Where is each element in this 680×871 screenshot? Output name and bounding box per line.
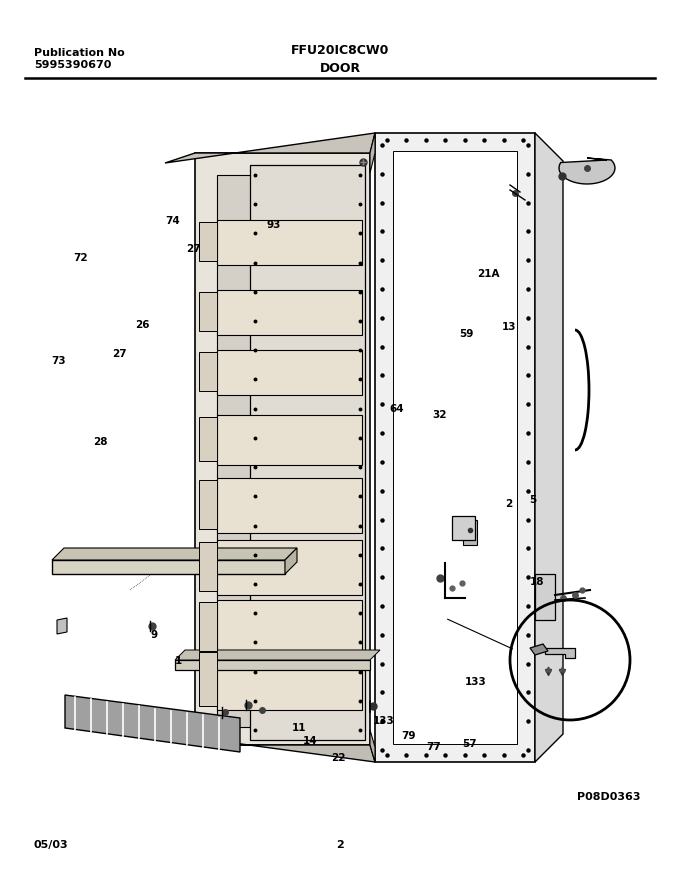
Polygon shape (217, 540, 362, 595)
Polygon shape (530, 644, 548, 655)
Polygon shape (535, 133, 563, 762)
Text: 133: 133 (373, 716, 394, 726)
Polygon shape (463, 520, 477, 545)
Text: 28: 28 (93, 437, 108, 448)
Polygon shape (167, 734, 375, 762)
Polygon shape (195, 153, 370, 745)
Polygon shape (199, 480, 217, 529)
Polygon shape (375, 133, 535, 762)
Text: Publication No: Publication No (34, 48, 124, 58)
Text: 133: 133 (465, 677, 487, 687)
Polygon shape (217, 650, 362, 710)
Text: 73: 73 (51, 356, 66, 367)
Text: 22: 22 (331, 753, 346, 763)
Polygon shape (199, 292, 217, 331)
Polygon shape (175, 660, 370, 670)
Polygon shape (217, 175, 362, 727)
Text: 93: 93 (266, 219, 281, 230)
Text: 77: 77 (426, 742, 441, 753)
Text: 13: 13 (501, 321, 516, 332)
Text: 79: 79 (401, 731, 416, 741)
Text: 11: 11 (292, 723, 307, 733)
Polygon shape (217, 290, 362, 335)
Polygon shape (217, 350, 362, 395)
Polygon shape (165, 133, 375, 163)
Polygon shape (559, 158, 615, 184)
Polygon shape (217, 600, 362, 655)
Text: P08D0363: P08D0363 (577, 792, 640, 802)
Text: 5: 5 (529, 495, 536, 505)
Text: 72: 72 (73, 253, 88, 263)
Polygon shape (393, 151, 517, 744)
Polygon shape (199, 352, 217, 391)
Text: 57: 57 (462, 739, 477, 749)
Polygon shape (199, 602, 217, 651)
Polygon shape (217, 478, 362, 533)
Text: 1: 1 (175, 656, 182, 666)
Text: 27: 27 (112, 349, 126, 360)
Text: FFU20IC8CW0: FFU20IC8CW0 (291, 44, 389, 57)
Polygon shape (175, 650, 380, 660)
Text: 32: 32 (432, 409, 447, 420)
Polygon shape (285, 548, 297, 574)
Polygon shape (370, 133, 375, 173)
Polygon shape (370, 730, 375, 762)
Polygon shape (535, 574, 555, 620)
Polygon shape (452, 516, 475, 540)
Polygon shape (217, 415, 362, 465)
Text: 5995390670: 5995390670 (34, 60, 112, 70)
Polygon shape (217, 220, 362, 265)
Text: 74: 74 (165, 216, 180, 226)
Text: 64: 64 (390, 404, 405, 415)
Polygon shape (199, 222, 217, 261)
Polygon shape (65, 695, 240, 752)
Polygon shape (545, 648, 575, 658)
Text: 2: 2 (505, 499, 512, 510)
Text: 05/03: 05/03 (34, 840, 69, 850)
Polygon shape (199, 652, 217, 706)
Text: 27: 27 (186, 244, 201, 254)
Polygon shape (52, 560, 285, 574)
Polygon shape (199, 417, 217, 461)
Text: 2: 2 (336, 840, 344, 850)
Text: 26: 26 (135, 320, 150, 330)
Polygon shape (52, 548, 297, 560)
Text: 14: 14 (303, 736, 318, 746)
Text: 9: 9 (151, 630, 158, 640)
Text: 59: 59 (459, 328, 474, 339)
Polygon shape (199, 542, 217, 591)
Polygon shape (250, 165, 365, 740)
Text: 21A: 21A (477, 269, 500, 280)
Polygon shape (57, 618, 67, 634)
Text: 18: 18 (530, 577, 545, 587)
Text: DOOR: DOOR (320, 62, 360, 75)
